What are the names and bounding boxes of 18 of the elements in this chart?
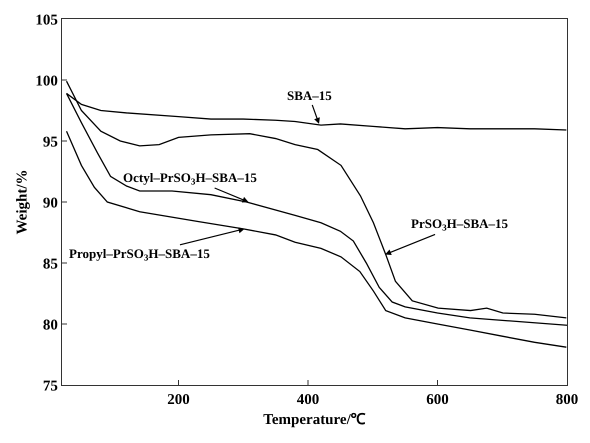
- annotation: SBA–15: [287, 88, 332, 103]
- y-tick-label: 75: [42, 378, 58, 394]
- annotation: Octyl–PrSO$_{3}$H–SBA–15: [123, 170, 258, 187]
- y-tick-label: 105: [35, 12, 58, 28]
- x-tick-label: 400: [296, 392, 320, 408]
- x-tick-label: 800: [556, 392, 578, 408]
- x-tick-label: 200: [167, 392, 190, 408]
- x-axis-title: Temperature/℃: [263, 412, 366, 428]
- line-series: [66, 130, 567, 348]
- y-tick-label: 95: [42, 134, 58, 150]
- annotation: PrSO$_{3}$H–SBA–15: [411, 216, 509, 233]
- x-tick-label: 600: [426, 392, 449, 408]
- annotation: Propyl–PrSO$_{3}$H–SBA–15: [69, 246, 210, 263]
- y-tick-label: 100: [35, 73, 58, 90]
- y-tick-label: 80: [42, 317, 58, 334]
- y-axis-title: Weight/%: [14, 169, 31, 235]
- y-tick-label: 85: [42, 256, 58, 272]
- y-tick-label: 90: [42, 195, 58, 212]
